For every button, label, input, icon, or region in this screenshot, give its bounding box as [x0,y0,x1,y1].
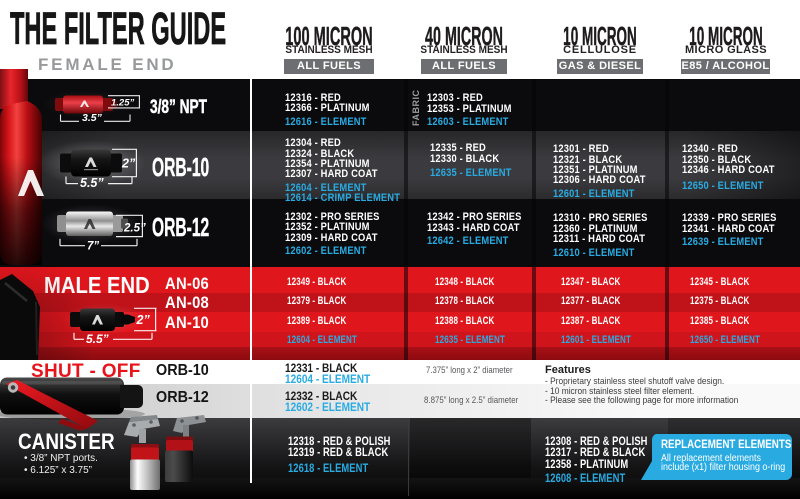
svg-text:5.5”: 5.5” [86,332,109,346]
svg-text:7”: 7” [87,241,99,253]
svg-text:2”: 2” [121,157,136,171]
svg-text:2.5”: 2.5” [123,223,146,235]
svg-text:5.5”: 5.5” [80,176,104,190]
svg-text:1.25”: 1.25” [111,98,134,109]
svg-text:3.5”: 3.5” [82,112,103,124]
svg-text:2”: 2” [136,313,151,327]
